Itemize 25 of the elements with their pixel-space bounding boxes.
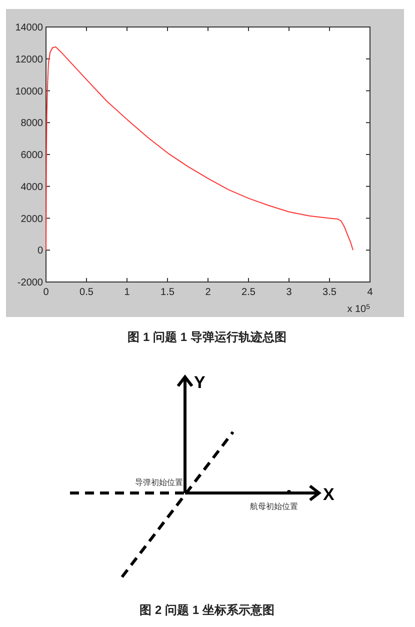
line-series (46, 46, 354, 251)
text: x 10$^{5}$ (347, 304, 370, 315)
x-tick-label: 1 (124, 287, 130, 298)
x-tick-label: 2 (205, 287, 212, 298)
y-tick-label: 4000 (20, 182, 44, 193)
text: 图 1 问题 1 导弹运行轨迹总图 (128, 330, 286, 344)
y-tick-label: -2000 (17, 278, 44, 288)
y-tick-label: 12000 (15, 54, 44, 66)
y-tick-label: 0 (37, 246, 44, 257)
y-tick-label: 14000 (15, 22, 44, 34)
x-tick-label: 1.5 (160, 287, 175, 298)
x-tick-label: 3.5 (322, 287, 337, 298)
y-tick-label: 10000 (15, 86, 44, 98)
y-tick-label: 6000 (20, 150, 44, 161)
text: 航母初始位置 (250, 502, 298, 511)
text: X (323, 485, 335, 504)
text: 图 2 问题 1 坐标系示意图 (140, 603, 274, 617)
y-tick-label: 2000 (20, 214, 44, 225)
text: Y (194, 373, 206, 392)
x-tick-label: 0.5 (80, 287, 94, 298)
text: 导弹初始位置 (135, 478, 183, 487)
y-tick-label: 8000 (20, 118, 44, 130)
x-tick-label: 3 (286, 287, 292, 298)
x-tick-label: 2.5 (242, 287, 256, 298)
x-tick-label: 4 (367, 287, 374, 298)
